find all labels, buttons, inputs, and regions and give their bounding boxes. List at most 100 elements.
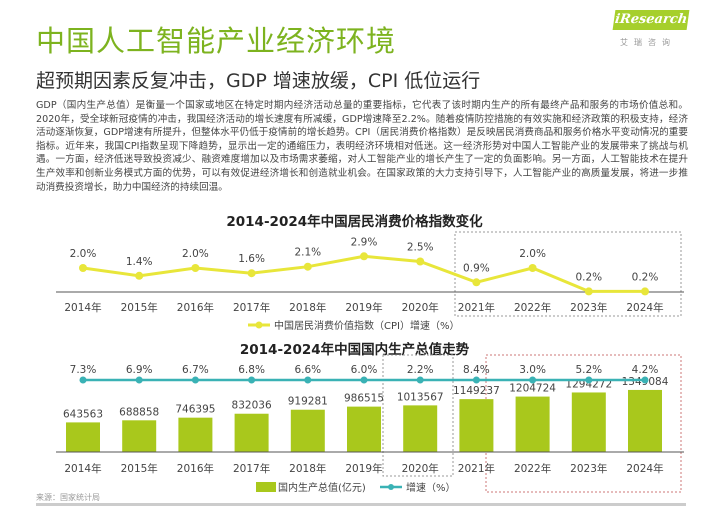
growth-data-label: 8.4% [463,364,490,376]
cpi-x-tick: 2020年 [402,301,439,314]
cpi-data-label: 2.0% [182,248,209,260]
growth-data-label: 4.2% [632,364,659,376]
gdp-chart-title: 2014-2024年中国国内生产总值走势 [239,342,470,358]
growth-legend-marker [388,484,394,490]
gdp-bar-label: 643563 [63,408,103,420]
gdp-bar-label: 1149237 [453,385,500,397]
growth-point [135,376,143,384]
growth-point [191,376,199,384]
gdp-bar [403,405,438,452]
page-title: 中国人工智能产业经济环境 [36,24,397,58]
gdp-bar [515,396,550,452]
gdp-x-tick: 2022年 [514,462,551,475]
cpi-x-tick: 2018年 [289,301,326,314]
growth-point [360,376,368,384]
gdp-bar [122,420,157,452]
growth-legend-label: 增速（%） [406,481,456,494]
cpi-line [82,254,645,293]
cpi-legend-marker [255,321,263,329]
source-note: 来源：国家统计局 [36,493,100,502]
gdp-x-tick: 2024年 [626,462,663,475]
highlight-box-2020 [382,354,454,477]
growth-data-label: 7.3% [70,364,97,376]
cpi-data-label: 1.4% [126,256,153,268]
cpi-x-tick: 2024年 [626,301,663,314]
gdp-x-tick: 2019年 [345,462,382,475]
page-subtitle: 超预期因素反复冲击，GDP 增速放缓，CPI 低位运行 [36,70,481,92]
growth-point [248,376,256,384]
gdp-bar-label: 1013567 [397,391,444,403]
gdp-x-tick: 2018年 [289,462,326,475]
cpi-point [303,262,312,271]
gdp-x-tick: 2023年 [570,462,607,475]
highlight-box-2022-2024 [485,354,682,493]
growth-data-label: 6.6% [294,364,321,376]
cpi-x-tick: 2014年 [64,301,101,314]
growth-data-label: 3.0% [519,364,546,376]
cpi-data-label: 0.2% [632,271,659,283]
gdp-x-tick: 2020年 [402,462,439,475]
gdp-bar [290,409,325,452]
growth-data-label: 5.2% [575,364,602,376]
cpi-legend-label: 中国居民消费价值指数（CPI）增速（%） [274,319,459,332]
gdp-x-tick: 2021年 [458,462,495,475]
cpi-data-label: 2.0% [70,248,97,260]
cpi-x-tick: 2017年 [233,301,270,314]
growth-data-label: 2.2% [407,364,434,376]
growth-point [304,376,312,384]
gdp-bar [459,399,494,452]
cpi-point [247,269,256,278]
cpi-point [528,264,537,272]
growth-point [641,376,649,384]
cpi-data-label: 1.6% [238,253,265,265]
gdp-x-tick: 2014年 [64,462,101,475]
cpi-data-label: 2.5% [407,242,434,254]
gdp-bar-label: 986515 [344,393,384,405]
growth-data-label: 6.0% [351,364,378,376]
cpi-data-label: 2.1% [294,247,321,259]
growth-data-label: 6.9% [126,364,153,376]
cpi-x-tick: 2021年 [458,301,495,314]
cpi-point [641,287,649,296]
gdp-bar [178,417,213,452]
gdp-bar [347,406,381,452]
body-paragraph: GDP（国内生产总值）是衡量一个国家或地区在特定时期内经济活动总量的重要指标，它… [36,100,688,193]
gdp-legend-label: 国内生产总值(亿元) [278,481,366,494]
gdp-bar-label: 832036 [232,400,272,412]
cpi-chart-title: 2014-2024年中国居民消费价格指数变化 [226,214,483,230]
gdp-bar-label: 1294272 [565,378,612,390]
cpi-point [191,264,200,272]
logo-subtitle: 艾瑞咨询 [620,38,676,47]
cpi-x-tick: 2016年 [177,301,214,314]
cpi-data-label: 2.9% [351,236,378,248]
gdp-bar [628,389,662,452]
growth-point [585,376,593,384]
cpi-point [584,287,593,296]
cpi-data-label: 0.9% [463,262,490,274]
bottom-divider [36,503,686,506]
growth-point [529,376,537,384]
growth-point [79,376,87,384]
gdp-x-tick: 2016年 [177,462,214,475]
gdp-bar-label: 688858 [119,406,159,418]
cpi-x-tick: 2022年 [514,301,551,314]
growth-data-label: 6.7% [182,364,209,376]
cpi-point [360,252,368,261]
gdp-legend-swatch [256,482,276,492]
cpi-data-label: 0.2% [575,271,602,283]
cpi-point [135,271,144,280]
cpi-x-tick: 2023年 [570,301,607,314]
gdp-bar [66,422,100,452]
cpi-x-tick: 2019年 [345,301,382,314]
gdp-bar-label: 1204724 [509,383,556,395]
gdp-bar-label: 919281 [288,396,328,408]
cpi-data-label: 2.0% [519,248,546,260]
growth-point [472,376,480,384]
cpi-point [472,278,481,287]
cpi-point [416,257,425,266]
gdp-bar [234,413,269,452]
gdp-bar-label: 746395 [175,404,215,416]
gdp-x-tick: 2017年 [233,462,270,475]
